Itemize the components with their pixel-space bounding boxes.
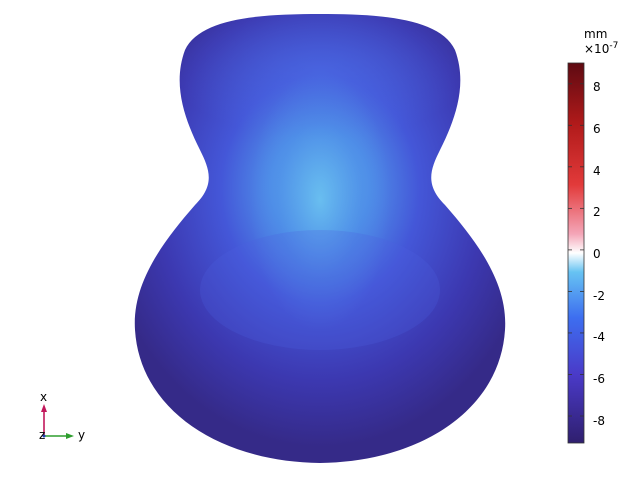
triad-x-arrowhead	[41, 404, 47, 412]
triad-y-arrowhead	[66, 433, 74, 439]
colorbar-tick-label: -8	[593, 414, 605, 428]
colorbar-tick-label: -6	[593, 372, 605, 386]
colorbar-unit-label: mm	[584, 27, 608, 41]
triad-y-label: y	[78, 428, 86, 442]
colorbar-tick-label: 6	[593, 122, 601, 136]
colorbar	[567, 62, 585, 444]
colorbar-tick-label: 0	[593, 247, 601, 261]
guitar-body-surface	[134, 14, 506, 463]
colorbar-exponent-base: ×10	[584, 42, 610, 56]
colorbar-exponent-label: ×10-7	[584, 41, 618, 56]
colorbar-exponent-power: -7	[609, 41, 619, 51]
colorbar-tick-label: 4	[593, 164, 601, 178]
colorbar-tick-label: -4	[593, 330, 605, 344]
axis-triad	[41, 404, 74, 439]
colorbar-tick-label: 2	[593, 205, 601, 219]
colorbar-gradient	[567, 62, 585, 444]
colorbar-tick-label: 8	[593, 80, 601, 94]
triad-z-label: z	[39, 428, 46, 442]
colorbar-ticks	[568, 83, 584, 417]
triad-origin	[42, 434, 46, 438]
colorbar-tick-label: -2	[593, 289, 605, 303]
triad-x-label: x	[40, 390, 48, 404]
